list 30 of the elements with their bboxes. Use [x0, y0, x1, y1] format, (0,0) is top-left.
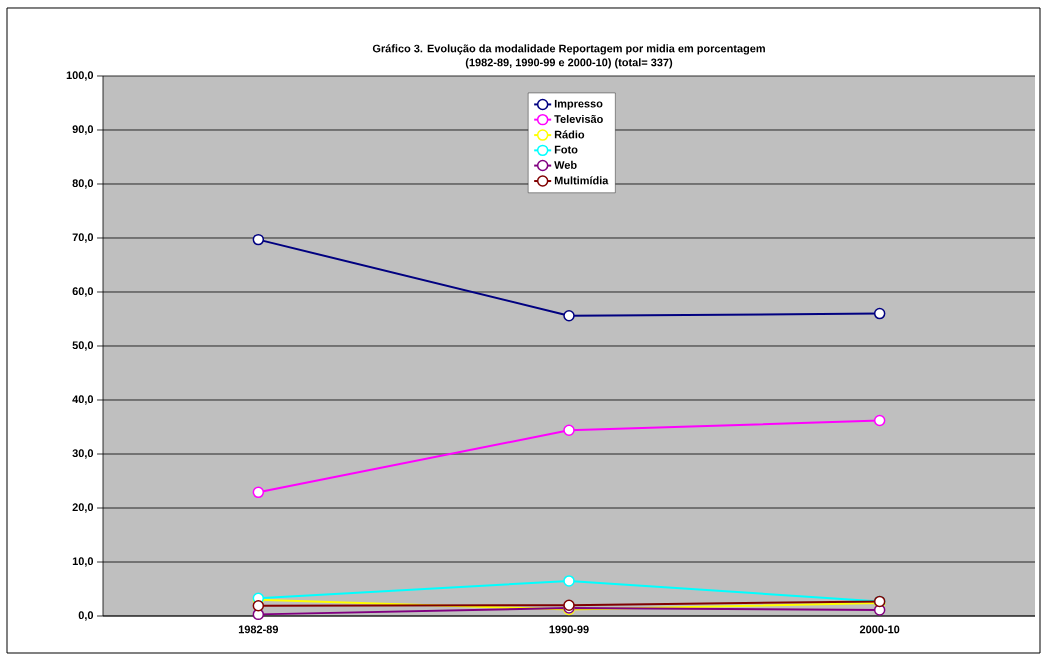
x-tick-label: 1982-89	[238, 625, 279, 634]
x-tick-label: 1990-99	[549, 625, 589, 634]
point	[252, 600, 265, 612]
y-tick-label: 0,0	[78, 611, 94, 621]
y-tick-label: 90,0	[72, 125, 94, 135]
point	[873, 307, 886, 320]
legend-label: Web	[554, 160, 577, 169]
y-tick-label: 50,0	[72, 341, 94, 351]
point	[563, 310, 575, 322]
legend-label: Foto	[554, 145, 578, 154]
point	[252, 233, 265, 246]
point	[563, 575, 575, 587]
y-tick-label: 20,0	[72, 503, 94, 513]
y-tick-label: 70,0	[72, 233, 94, 243]
point	[563, 424, 575, 436]
y-tick-label: 100,0	[66, 71, 94, 81]
legend-label: Rádio	[554, 130, 585, 139]
y-tick-label: 40,0	[72, 395, 94, 405]
x-tick-label: 2000-10	[859, 625, 900, 634]
legend-label: Televisão	[554, 114, 603, 123]
chart-subtitle: (1982-89, 1990-99 e 2000-10) (total= 337)	[465, 58, 673, 69]
y-tick-label: 30,0	[72, 449, 94, 459]
point	[873, 414, 886, 427]
y-tick-label: 10,0	[72, 557, 94, 567]
y-tick-label: 60,0	[72, 287, 94, 297]
chart-title: Gráfico 3. Evolução da modalidade Reportagem por midia em porcentagem	[372, 44, 765, 55]
legend-label: Multimídia	[554, 176, 609, 185]
legend-label: Impresso	[554, 99, 603, 110]
point	[252, 486, 265, 499]
y-tick-label: 80,0	[72, 179, 94, 189]
